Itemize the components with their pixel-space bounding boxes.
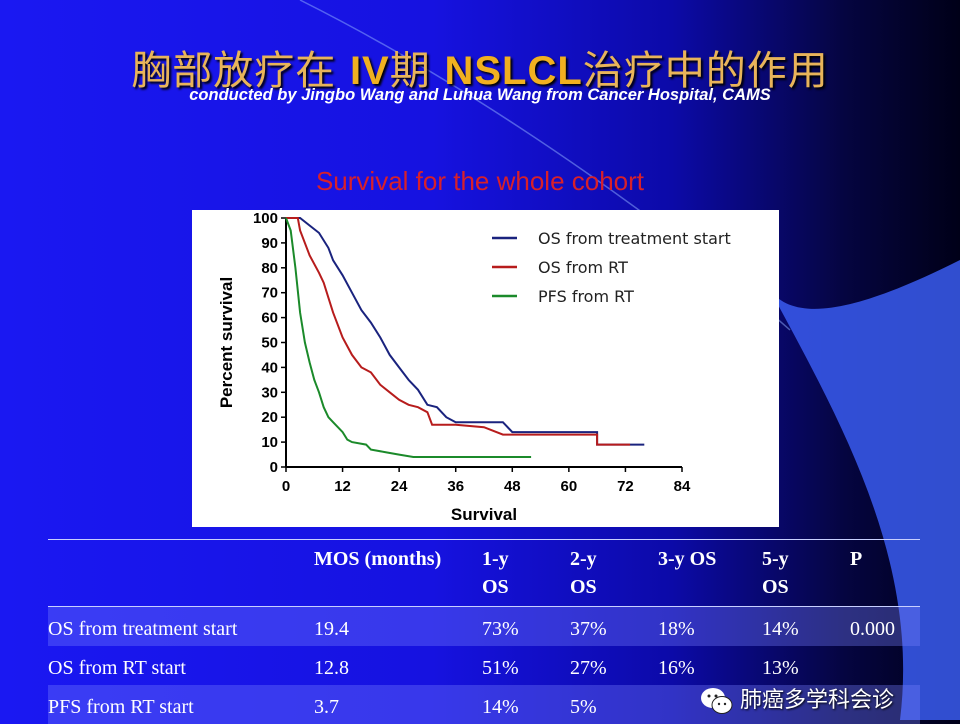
y-tick-label: 70 <box>261 285 278 302</box>
table-cell: 14% <box>482 696 519 718</box>
table-cell: 16% <box>658 657 695 679</box>
chart-title: Survival for the whole cohort <box>315 166 645 196</box>
table-cell: 14% <box>762 618 799 640</box>
y-tick-label: 80 <box>261 260 278 277</box>
legend-label: PFS from RT <box>538 287 634 306</box>
table-cell: 5% <box>570 696 597 718</box>
y-axis-label: Percent survival <box>217 277 236 408</box>
x-tick-label: 72 <box>617 478 634 495</box>
table-cell: 12.8 <box>314 657 349 679</box>
table-cell: 13% <box>762 657 799 679</box>
column-header: 5-y OS <box>762 548 789 598</box>
y-tick-label: 20 <box>261 409 278 426</box>
table-row: PFS from RT start 3.7 14% 5% <box>48 685 920 724</box>
x-tick-label: 0 <box>282 478 290 495</box>
row-label: PFS from RT start <box>48 696 194 718</box>
table-cell: 0.000 <box>850 618 895 640</box>
series-line-1 <box>286 217 631 446</box>
x-tick-label: 24 <box>391 478 408 495</box>
table-cell: 51% <box>482 657 519 679</box>
watermark: 肺癌多学科会诊 <box>700 686 894 716</box>
x-axis-label: Survival <box>451 505 517 524</box>
legend-label: OS from treatment start <box>538 229 731 248</box>
watermark-text: 肺癌多学科会诊 <box>740 688 895 713</box>
table-cell: 18% <box>658 618 695 640</box>
table-cell: 3.7 <box>314 696 339 718</box>
wechat-icon <box>701 688 733 714</box>
y-tick-label: 30 <box>261 384 278 401</box>
row-label: OS from treatment start <box>48 618 238 640</box>
table-cell: 19.4 <box>314 618 349 640</box>
table-cell: 27% <box>570 657 607 679</box>
y-tick-label: 40 <box>261 359 278 376</box>
table-header-row: MOS (months) 1-y OS 2-y OS 3-y OS 5-y OS P <box>48 540 920 607</box>
series-line-0 <box>286 217 645 446</box>
column-header: 3-y OS <box>658 548 717 570</box>
x-tick-label: 36 <box>447 478 464 495</box>
column-header: 1-y OS <box>482 548 509 598</box>
column-header: MOS (months) <box>314 548 442 570</box>
row-label: OS from RT start <box>48 657 186 679</box>
series-line-2 <box>285 217 532 458</box>
table-cell: 37% <box>570 618 607 640</box>
table-row: OS from treatment start 19.4 73% 37% 18% 14% 0… <box>48 607 920 646</box>
survival-table: MOS (months) 1-y OS 2-y OS 3-y OS 5-y OS P OS fro… <box>48 539 920 724</box>
y-tick-label: 0 <box>270 459 278 476</box>
y-tick-label: 10 <box>261 434 278 451</box>
x-tick-label: 60 <box>561 478 578 495</box>
x-tick-label: 48 <box>504 478 521 495</box>
y-tick-label: 90 <box>261 235 278 252</box>
legend-label: OS from RT <box>538 258 628 277</box>
column-header: P <box>850 548 863 570</box>
chart-svg: 0 12 24 36 48 60 72 84 0 10 20 30 40 50 60 70 80 90 100 Sur… <box>217 210 731 524</box>
y-tick-label: 60 <box>261 310 278 327</box>
y-tick-label: 50 <box>261 335 278 352</box>
y-tick-label: 100 <box>253 210 278 227</box>
column-header: 2-y OS <box>570 548 597 598</box>
slide-subtitle: conducted by Jingbo Wang and Luhua Wang … <box>189 86 771 104</box>
slide-title: 胸部放疗在 IV期 NSLCL治疗中的作用 <box>131 48 829 94</box>
x-tick-label: 12 <box>334 478 351 495</box>
table-cell: 73% <box>482 618 519 640</box>
x-tick-label: 84 <box>674 478 691 495</box>
table-row: OS from RT start 12.8 51% 27% 16% 13% <box>48 646 920 685</box>
survival-chart: 0 12 24 36 48 60 72 84 0 10 20 30 40 50 60 70 80 90 100 Sur… <box>192 210 779 527</box>
